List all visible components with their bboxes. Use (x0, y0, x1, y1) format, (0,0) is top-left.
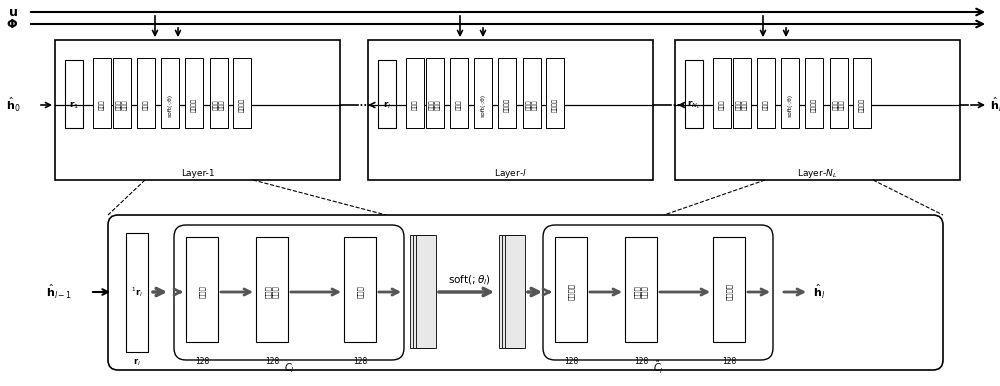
Text: 卷积层: 卷积层 (456, 100, 462, 110)
Bar (256, 237, 288, 342)
Bar (93, 58, 111, 128)
Text: 线性整
流单元: 线性整 流单元 (213, 100, 225, 110)
Bar (805, 58, 823, 128)
Text: $\mathbf{\Phi}$: $\mathbf{\Phi}$ (6, 17, 18, 30)
Text: 卷积层: 卷积层 (99, 100, 105, 110)
Text: $\hat{\mathbf{h}}_l$: $\hat{\mathbf{h}}_l$ (813, 283, 825, 301)
Bar (499, 235, 519, 348)
Bar (406, 58, 424, 128)
Bar (781, 58, 799, 128)
Bar (733, 58, 751, 128)
Bar (210, 58, 228, 128)
Text: 卷积层: 卷积层 (357, 286, 363, 298)
Bar (113, 58, 131, 128)
FancyBboxPatch shape (543, 225, 773, 360)
Text: $\mathbf{r}_l$: $\mathbf{r}_l$ (383, 99, 391, 111)
Bar (474, 58, 492, 128)
Text: 线性整
流单元: 线性整 流单元 (736, 100, 748, 110)
Text: $\mathbf{r}_1$: $\mathbf{r}_1$ (69, 99, 79, 111)
Text: 反卷积层: 反卷积层 (811, 98, 817, 112)
Text: 反卷积层: 反卷积层 (552, 98, 558, 112)
Bar (410, 235, 430, 348)
Text: Layer-$l$: Layer-$l$ (494, 166, 527, 179)
Text: ${}^1\mathbf{r}_l$: ${}^1\mathbf{r}_l$ (131, 285, 143, 299)
Text: soft(·;θ): soft(·;θ) (168, 93, 173, 117)
Text: 128: 128 (265, 357, 279, 366)
Text: ···: ··· (359, 98, 373, 113)
Bar (450, 58, 468, 128)
Bar (625, 237, 657, 342)
Text: 反卷积层: 反卷积层 (568, 283, 574, 300)
Bar (344, 237, 376, 342)
Bar (505, 235, 525, 348)
Bar (675, 40, 960, 180)
Text: 128: 128 (634, 357, 648, 366)
Bar (830, 58, 848, 128)
Text: 128: 128 (564, 357, 578, 366)
Text: 卷积层: 卷积层 (199, 286, 205, 298)
Text: soft$(;\theta_l)$: soft$(;\theta_l)$ (448, 273, 490, 287)
FancyBboxPatch shape (108, 215, 943, 370)
Text: 卷积层: 卷积层 (719, 100, 725, 110)
Bar (233, 58, 251, 128)
Bar (685, 60, 703, 128)
FancyBboxPatch shape (174, 225, 404, 360)
Text: 线性整
流单元: 线性整 流单元 (634, 286, 648, 298)
Text: $\hat{\mathbf{h}}_0$: $\hat{\mathbf{h}}_0$ (6, 96, 20, 114)
Text: 线性整
流单元: 线性整 流单元 (116, 100, 128, 110)
Text: $\hat{\mathbf{h}}_{l-1}$: $\hat{\mathbf{h}}_{l-1}$ (46, 283, 72, 301)
Text: soft(·;θ): soft(·;θ) (480, 93, 486, 117)
Text: $\hat{\mathbf{h}}_{N_L}$: $\hat{\mathbf{h}}_{N_L}$ (990, 95, 1000, 115)
Bar (555, 237, 587, 342)
Bar (186, 237, 218, 342)
Text: $C_l$: $C_l$ (284, 361, 294, 375)
Bar (55, 40, 340, 180)
Bar (137, 58, 155, 128)
Bar (126, 233, 148, 352)
Bar (368, 40, 653, 180)
Text: 128: 128 (722, 357, 736, 366)
Text: ···: ··· (672, 98, 686, 113)
Bar (523, 58, 541, 128)
Text: 反卷积层: 反卷积层 (191, 98, 197, 112)
Bar (416, 235, 436, 348)
Text: Layer-$N_L$: Layer-$N_L$ (797, 166, 838, 179)
Bar (502, 235, 522, 348)
Text: 卷积层: 卷积层 (412, 100, 418, 110)
Text: Layer-1: Layer-1 (181, 169, 214, 178)
Text: 线性整
流单元: 线性整 流单元 (265, 286, 279, 298)
Text: 反卷积层: 反卷积层 (504, 98, 510, 112)
Text: 线性整
流单元: 线性整 流单元 (833, 100, 845, 110)
Text: 线性整
流单元: 线性整 流单元 (526, 100, 538, 110)
Bar (426, 58, 444, 128)
Text: 卷积层: 卷积层 (763, 100, 769, 110)
Bar (713, 237, 745, 342)
Bar (498, 58, 516, 128)
Bar (853, 58, 871, 128)
Text: $\mathbf{r}_{N_L}$: $\mathbf{r}_{N_L}$ (687, 99, 701, 111)
Bar (757, 58, 775, 128)
Bar (713, 58, 731, 128)
Text: 反卷积层: 反卷积层 (726, 283, 732, 300)
Bar (185, 58, 203, 128)
Bar (546, 58, 564, 128)
Bar (378, 60, 396, 128)
Text: 线性整
流单元: 线性整 流单元 (429, 100, 441, 110)
Text: $\mathbf{r}_l$: $\mathbf{r}_l$ (133, 356, 141, 368)
Bar (413, 235, 433, 348)
Text: 反卷积层: 反卷积层 (239, 98, 245, 112)
Text: $\mathbf{u}$: $\mathbf{u}$ (8, 5, 18, 19)
Text: 卷积层: 卷积层 (143, 100, 149, 110)
Text: 128: 128 (353, 357, 367, 366)
Bar (161, 58, 179, 128)
Text: 128: 128 (195, 357, 209, 366)
Text: $\tilde{C}_l$: $\tilde{C}_l$ (653, 360, 663, 376)
Bar (65, 60, 83, 128)
Text: 反卷积层: 反卷积层 (859, 98, 865, 112)
Text: soft(·;θ): soft(·;θ) (788, 93, 792, 117)
